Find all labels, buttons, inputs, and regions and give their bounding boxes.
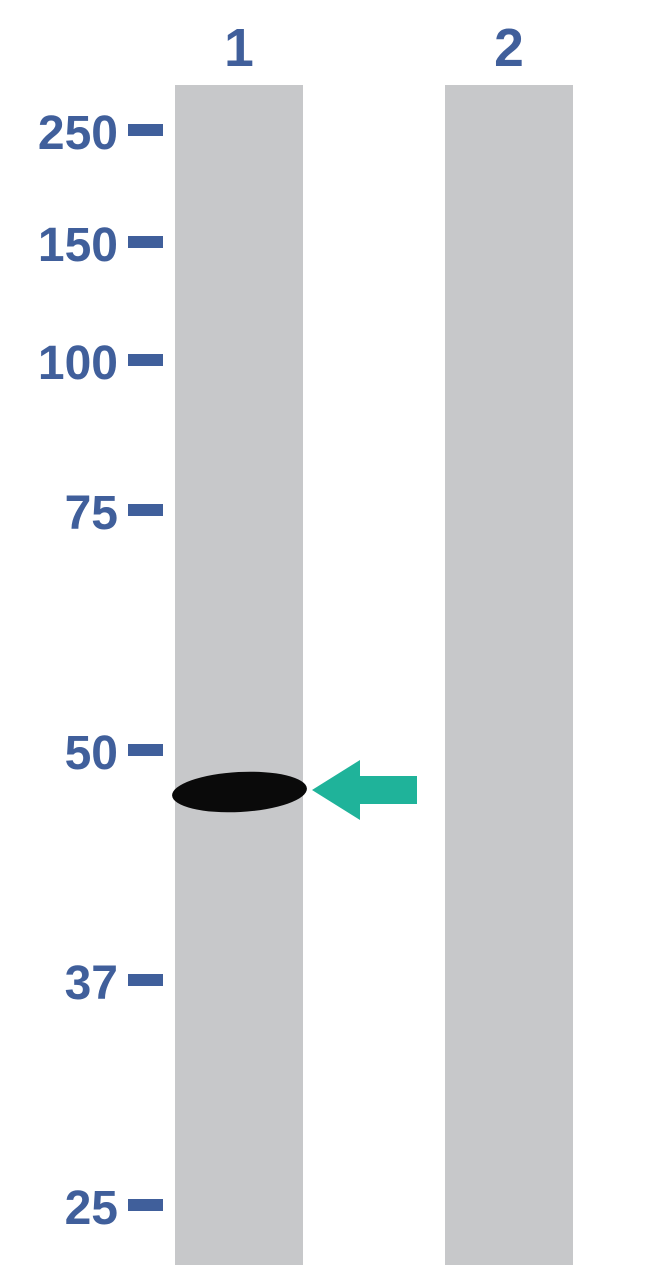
marker-tick-100 — [128, 354, 163, 366]
marker-label-75: 75 — [65, 486, 118, 541]
marker-label-100: 100 — [38, 336, 118, 391]
marker-label-50: 50 — [65, 726, 118, 781]
marker-tick-50 — [128, 744, 163, 756]
marker-tick-37 — [128, 974, 163, 986]
marker-label-150: 150 — [38, 218, 118, 273]
arrow-svg — [312, 760, 417, 820]
lane-2-header: 2 — [445, 18, 573, 79]
marker-tick-150 — [128, 236, 163, 248]
marker-tick-250 — [128, 124, 163, 136]
marker-tick-25 — [128, 1199, 163, 1211]
marker-tick-75 — [128, 504, 163, 516]
blot-figure: 1 2 250 150 100 75 50 37 25 — [0, 0, 650, 1270]
marker-label-37: 37 — [65, 956, 118, 1011]
indicator-arrow-icon — [312, 760, 417, 820]
lane-1 — [175, 85, 303, 1265]
lane-1-header: 1 — [175, 18, 303, 79]
lane-2 — [445, 85, 573, 1265]
marker-label-250: 250 — [38, 106, 118, 161]
marker-label-25: 25 — [65, 1181, 118, 1236]
